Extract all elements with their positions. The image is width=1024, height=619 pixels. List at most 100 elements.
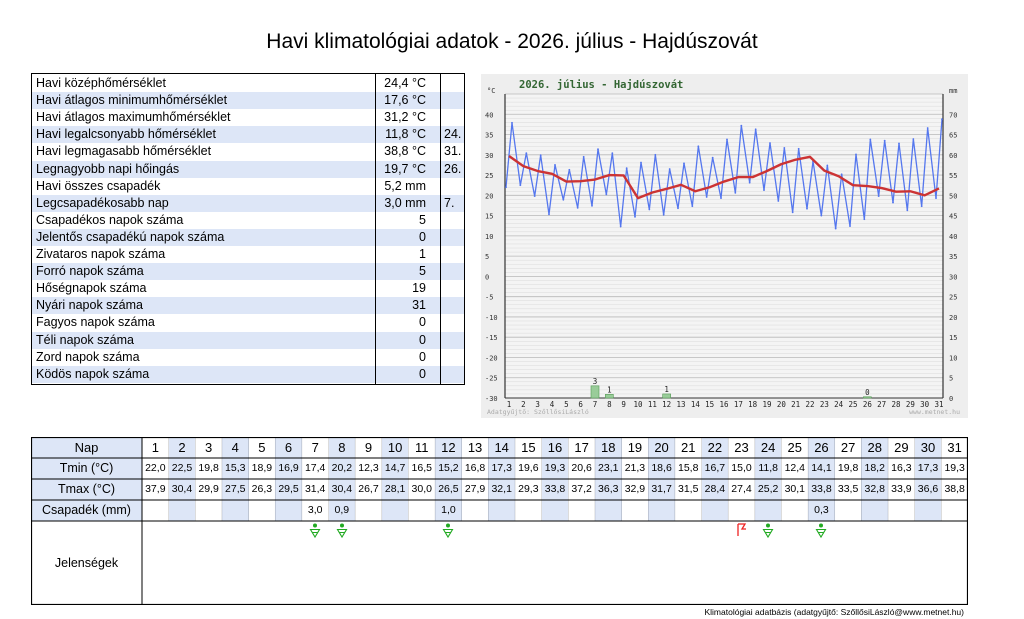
rain-shower-icon: [435, 523, 462, 541]
stats-row: Zord napok száma 0: [32, 349, 464, 366]
day-number: 27: [840, 440, 856, 455]
x-tick-label: 11: [648, 400, 657, 409]
tmax-value: 38,8: [944, 483, 965, 495]
x-tick-label: 19: [762, 400, 771, 409]
y-tick-label: 30: [485, 152, 493, 160]
tmax-value: 30,0: [411, 483, 432, 495]
tmax-point: [840, 173, 843, 176]
tmin-point: [892, 201, 894, 204]
x-tick-label: 3: [535, 400, 540, 409]
stats-label: Havi középhőmérséklet: [36, 76, 166, 90]
y-tick-label-right: 35: [949, 253, 957, 261]
tmin-value: 19,8: [837, 462, 859, 474]
tmax-point: [539, 154, 542, 157]
tmax-value: 33,9: [891, 483, 912, 495]
tmax-value: 33,8: [544, 483, 566, 495]
stats-row: Havi átlagos minimumhőmérséklet 17,6 °C: [32, 92, 464, 110]
tmin-value: 19,3: [544, 462, 566, 474]
tmin-value: 16,5: [411, 462, 432, 474]
day-number: 24: [760, 440, 776, 455]
x-tick-label: 18: [748, 400, 758, 409]
page-title: Havi klimatológiai adatok - 2026. július…: [266, 30, 758, 53]
tmax-value: 27,5: [225, 483, 246, 495]
precip-value: 0,9: [334, 504, 350, 516]
x-tick-label: 8: [607, 400, 612, 409]
tmin-point: [834, 227, 837, 230]
x-tick-label: 15: [705, 400, 714, 409]
y-tick-label: 40: [485, 111, 493, 119]
tmax-value: 31,5: [677, 483, 699, 495]
stats-value: 31,2 °C: [384, 110, 426, 125]
tmax-point: [726, 138, 728, 141]
tmin-point: [619, 225, 622, 228]
x-tick-label: 2: [521, 400, 526, 409]
tmax-value: 33,5: [837, 483, 859, 495]
x-tick-label: 29: [906, 400, 915, 409]
tmin-point: [720, 197, 722, 200]
y-tick-label: 5: [485, 253, 489, 261]
y-tick-label-right: 40: [949, 233, 957, 241]
tmin-value: 19,8: [198, 462, 219, 474]
tmax-point: [926, 127, 929, 129]
tmax-value: 33,8: [811, 483, 832, 495]
tmin-point: [920, 205, 923, 208]
tmin-value: 15,0: [731, 462, 752, 474]
stats-label: Téli napok száma: [36, 332, 134, 347]
tmin-point: [777, 200, 780, 202]
plot-area: [505, 94, 943, 398]
x-tick-label: 1: [507, 400, 512, 409]
y-tick-label-right: 55: [949, 172, 957, 180]
stats-value: 0: [419, 315, 426, 330]
tmin-point: [791, 211, 794, 214]
tmin-point: [505, 186, 507, 189]
tmax-value: 30,4: [331, 483, 353, 495]
stats-label: Legnagyobb napi hőingás: [36, 161, 180, 176]
tmax-value: 37,9: [145, 483, 166, 495]
x-tick-label: 23: [820, 400, 829, 409]
stats-value: 19: [412, 281, 426, 296]
temperature-chart: 40 35 30 25 20 15 10 5 0 -5 -10 -15 -20 -25 -30 70 65 60 5…: [481, 74, 968, 418]
tmax-point: [683, 162, 685, 165]
y-tick-label: -30: [485, 395, 498, 403]
stats-row: Ködös napok száma 0: [32, 365, 464, 383]
x-tick-label: 14: [691, 400, 701, 409]
day-number: 22: [707, 440, 723, 455]
y-tick-label-right: 25: [949, 294, 957, 302]
day-number: 18: [601, 440, 616, 455]
day-number: 5: [258, 440, 266, 455]
y-tick-label: 20: [485, 192, 493, 200]
y-tick-label: -5: [485, 294, 493, 302]
day-number: 1: [151, 440, 159, 455]
tmin-value: 17,3: [491, 462, 512, 474]
monthly-stats-table: Havi középhőmérséklet 24,4 °C Havi átlagos…: [31, 73, 465, 385]
day-number: 26: [814, 440, 829, 455]
day-number: 9: [364, 440, 373, 455]
stats-row: Téli napok száma 0: [32, 331, 464, 349]
tmax-value: 29,9: [198, 483, 219, 495]
tmin-point: [562, 198, 565, 201]
stats-row: Fagyos napok száma 0: [32, 314, 464, 331]
tmin-value: 19,3: [944, 462, 965, 474]
x-tick-label: 9: [621, 400, 626, 409]
x-tick-label: 5: [564, 400, 569, 409]
footer-credit: Klimatológiai adatbázis (adatgyűjtő: Sző…: [704, 607, 964, 617]
tmin-value: 15,2: [438, 462, 459, 474]
tmax-point: [869, 138, 872, 141]
tmin-point: [605, 193, 608, 196]
column-divider: [375, 74, 376, 384]
stats-value: 0: [419, 349, 426, 364]
precip-data-label: 3: [593, 377, 598, 386]
row-label: Tmin (°C): [59, 461, 114, 475]
stats-value: 11,8 °C: [385, 127, 426, 142]
tmax-value: 28,4: [704, 483, 726, 495]
row-label: Tmax (°C): [57, 482, 116, 496]
minmax-temperature-line: [505, 119, 943, 229]
tmin-point: [734, 192, 737, 194]
precip-bar: [863, 396, 872, 399]
tmax-value: 27,9: [464, 483, 486, 495]
day-number: 4: [231, 440, 239, 455]
chart-title: 2026. július - Hajdúszovát: [519, 79, 683, 91]
tmax-point: [668, 168, 671, 170]
stats-label: Jelentős csapadékú napok száma: [36, 229, 225, 244]
day-number: 16: [547, 440, 563, 455]
